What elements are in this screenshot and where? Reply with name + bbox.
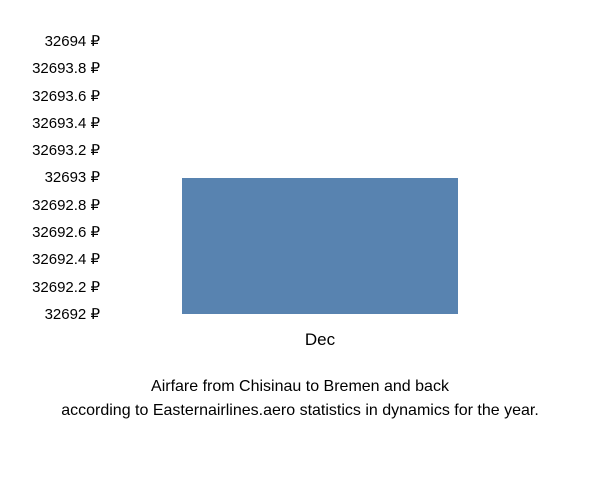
y-axis-label: 32692.6 ₽ bbox=[0, 219, 100, 246]
caption-line2: according to Easternairlines.aero statis… bbox=[61, 402, 539, 419]
x-axis-labels: Dec bbox=[105, 330, 535, 350]
y-axis-label: 32693.6 ₽ bbox=[0, 83, 100, 110]
chart-container: 32694 ₽ 32693.8 ₽ 32693.6 ₽ 32693.4 ₽ 32… bbox=[0, 0, 600, 500]
y-axis-label: 32694 ₽ bbox=[0, 28, 100, 55]
bar-dec bbox=[182, 178, 457, 315]
y-axis-label: 32692.8 ₽ bbox=[0, 192, 100, 219]
y-axis-label: 32693.2 ₽ bbox=[0, 137, 100, 164]
y-axis-label: 32693.8 ₽ bbox=[0, 55, 100, 82]
chart-caption: Airfare from Chisinau to Bremen and back… bbox=[0, 375, 600, 423]
y-axis-label: 32692.4 ₽ bbox=[0, 246, 100, 273]
y-axis-label: 32692 ₽ bbox=[0, 301, 100, 328]
y-axis-label: 32693 ₽ bbox=[0, 164, 100, 191]
plot-area bbox=[105, 41, 535, 314]
x-axis-label: Dec bbox=[305, 330, 335, 350]
y-axis-label: 32692.2 ₽ bbox=[0, 273, 100, 300]
y-axis-labels: 32694 ₽ 32693.8 ₽ 32693.6 ₽ 32693.4 ₽ 32… bbox=[0, 28, 100, 328]
y-axis-label: 32693.4 ₽ bbox=[0, 110, 100, 137]
caption-line1: Airfare from Chisinau to Bremen and back bbox=[151, 378, 449, 395]
